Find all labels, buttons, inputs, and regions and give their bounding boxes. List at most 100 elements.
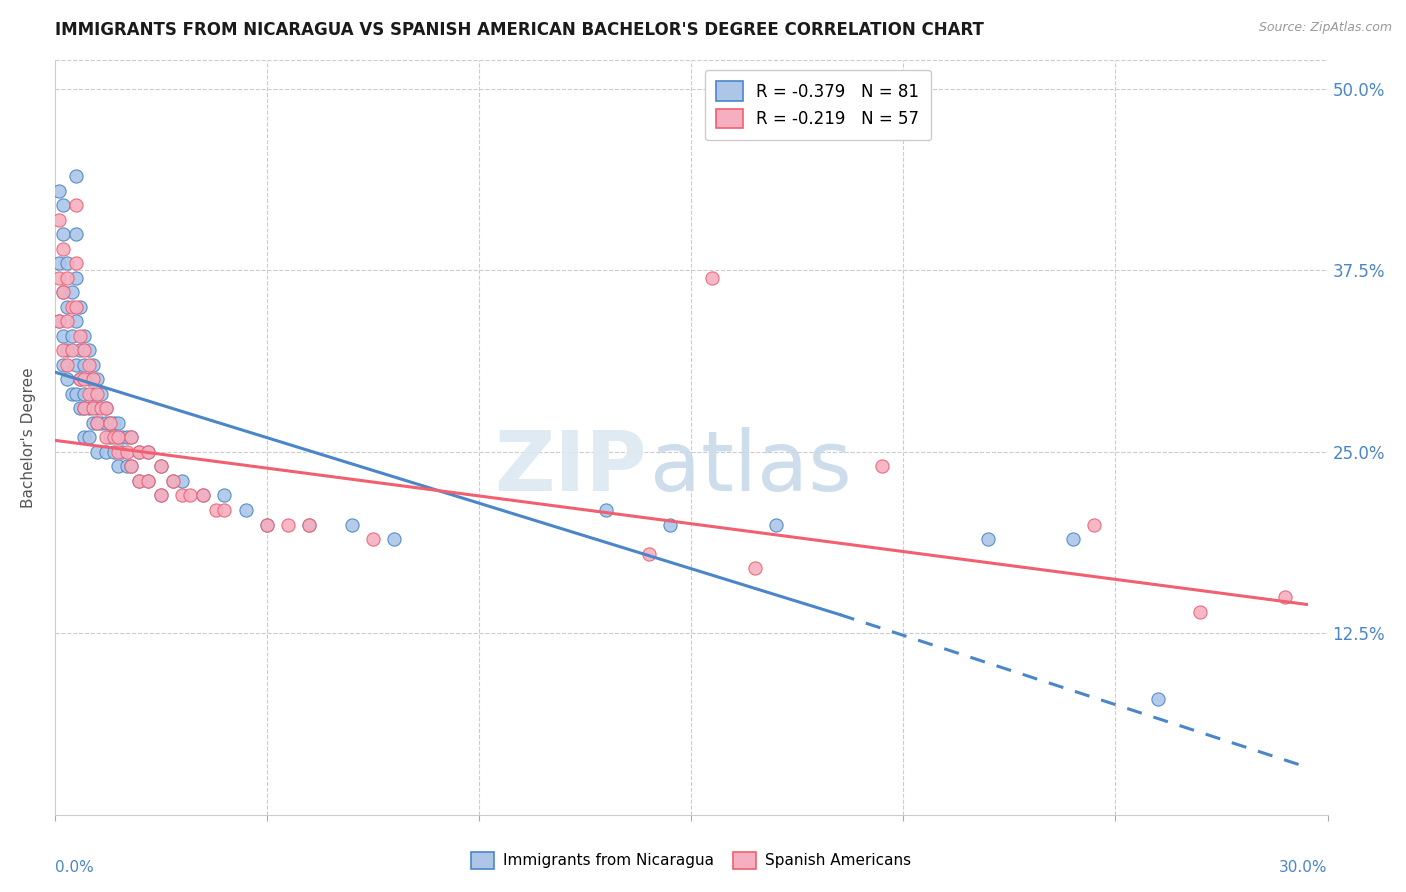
Point	[52, 285, 75, 300]
Point	[69, 343, 91, 358]
Point	[86, 416, 108, 430]
Point	[94, 401, 117, 416]
Point	[48, 256, 70, 270]
Point	[86, 387, 108, 401]
Point	[77, 430, 100, 444]
Point	[128, 474, 150, 488]
Point	[65, 227, 87, 241]
Point	[744, 561, 766, 575]
Point	[637, 547, 659, 561]
Point	[1189, 605, 1212, 619]
Text: 0.0%: 0.0%	[55, 860, 93, 875]
Point	[256, 517, 278, 532]
Point	[98, 416, 121, 430]
Point	[103, 430, 125, 444]
Point	[98, 416, 121, 430]
Point	[82, 387, 104, 401]
Point	[235, 503, 257, 517]
Point	[90, 387, 112, 401]
Point	[56, 372, 79, 386]
Point	[1062, 532, 1084, 546]
Point	[870, 459, 893, 474]
Point	[82, 372, 104, 386]
Point	[94, 430, 117, 444]
Point	[107, 459, 129, 474]
Point	[69, 372, 91, 386]
Point	[73, 387, 96, 401]
Point	[48, 270, 70, 285]
Point	[111, 445, 134, 459]
Point	[56, 314, 79, 328]
Point	[73, 372, 96, 386]
Point	[52, 285, 75, 300]
Point	[73, 328, 96, 343]
Point	[86, 445, 108, 459]
Text: ZIP: ZIP	[494, 427, 647, 508]
Point	[65, 300, 87, 314]
Point	[107, 416, 129, 430]
Point	[65, 198, 87, 212]
Point	[98, 430, 121, 444]
Point	[120, 459, 142, 474]
Point	[77, 401, 100, 416]
Point	[48, 314, 70, 328]
Point	[277, 517, 299, 532]
Text: atlas: atlas	[651, 427, 852, 508]
Point	[77, 358, 100, 372]
Point	[77, 387, 100, 401]
Point	[90, 416, 112, 430]
Point	[48, 212, 70, 227]
Point	[149, 459, 172, 474]
Point	[60, 328, 83, 343]
Point	[115, 459, 138, 474]
Point	[107, 430, 129, 444]
Point	[128, 445, 150, 459]
Point	[52, 198, 75, 212]
Point	[73, 343, 96, 358]
Point	[65, 387, 87, 401]
Point	[136, 474, 159, 488]
Point	[149, 459, 172, 474]
Point	[205, 503, 228, 517]
Point	[94, 416, 117, 430]
Point	[82, 416, 104, 430]
Point	[48, 184, 70, 198]
Point	[52, 227, 75, 241]
Point	[298, 517, 321, 532]
Point	[115, 445, 138, 459]
Point	[977, 532, 1000, 546]
Point	[52, 358, 75, 372]
Point	[56, 270, 79, 285]
Point	[120, 459, 142, 474]
Point	[52, 343, 75, 358]
Point	[77, 372, 100, 386]
Point	[115, 430, 138, 444]
Point	[191, 488, 214, 502]
Point	[103, 445, 125, 459]
Point	[149, 488, 172, 502]
Point	[361, 532, 384, 546]
Point	[765, 517, 787, 532]
Point	[69, 328, 91, 343]
Point	[86, 416, 108, 430]
Point	[136, 445, 159, 459]
Point	[94, 401, 117, 416]
Legend: Immigrants from Nicaragua, Spanish Americans: Immigrants from Nicaragua, Spanish Ameri…	[465, 846, 917, 875]
Point	[179, 488, 201, 502]
Point	[214, 503, 236, 517]
Point	[340, 517, 363, 532]
Point	[120, 430, 142, 444]
Point	[77, 343, 100, 358]
Point	[86, 401, 108, 416]
Point	[136, 474, 159, 488]
Point	[73, 358, 96, 372]
Point	[382, 532, 405, 546]
Point	[56, 256, 79, 270]
Point	[107, 445, 129, 459]
Point	[120, 430, 142, 444]
Text: Source: ZipAtlas.com: Source: ZipAtlas.com	[1258, 21, 1392, 34]
Point	[595, 503, 617, 517]
Point	[60, 300, 83, 314]
Point	[65, 256, 87, 270]
Point	[52, 242, 75, 256]
